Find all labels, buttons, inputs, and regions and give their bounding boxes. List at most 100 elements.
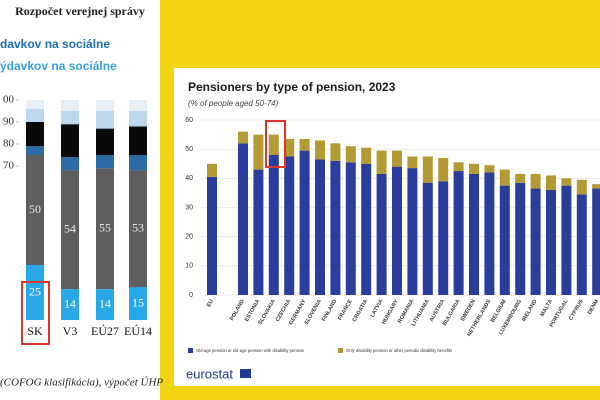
bar-segment (61, 100, 79, 111)
bar-segment (484, 172, 495, 295)
bar-segment (284, 138, 295, 157)
legend-entry: Old-age pension or old-age pension with … (196, 348, 305, 353)
bar-segment (315, 140, 325, 160)
y-tick-label: 70 (3, 160, 15, 172)
bar-segment (592, 184, 600, 189)
data-label: 25 (29, 284, 41, 298)
bar-segment (546, 190, 556, 295)
bar-segment (530, 173, 541, 189)
bar-segment (361, 163, 372, 295)
bar-segment (129, 126, 147, 155)
data-label: 14 (64, 296, 76, 310)
source-logo: eurostat (186, 366, 233, 381)
bar-segment (592, 188, 600, 295)
data-label: 15 (132, 295, 144, 309)
legend-entry: davkov na sociálne (0, 37, 110, 51)
legend-entry: Only disability pension or other periodi… (346, 348, 452, 353)
chart-title: Rozpočet verejnej správy (15, 4, 145, 18)
data-label: 55 (99, 220, 111, 234)
bar-segment (561, 178, 572, 186)
bar-segment (315, 159, 325, 295)
bar-segment (268, 155, 279, 295)
x-tick-label: SK (27, 324, 43, 338)
bar-segment (96, 168, 114, 290)
bar-segment (469, 173, 479, 295)
y-tick-label: 50 (185, 146, 193, 153)
bar-segment (129, 155, 147, 171)
bar-segment (438, 157, 449, 182)
y-tick-label: 30 (185, 204, 193, 211)
y-tick-label: 80 (3, 138, 15, 150)
bar-segment (268, 134, 279, 155)
bar-segment (376, 150, 387, 174)
x-tick-label: EÚ14 (124, 324, 152, 338)
bar-segment (129, 100, 147, 111)
data-label: 53 (132, 220, 144, 234)
bar-segment (330, 160, 341, 295)
bar-segment (238, 143, 248, 295)
bar-segment (284, 156, 295, 295)
bar-segment (26, 108, 44, 122)
bar-segment (407, 168, 418, 295)
bar-segment (345, 162, 356, 295)
bar-segment (515, 182, 526, 295)
y-tick-label: 90 (3, 116, 15, 128)
y-tick-label: 60 (185, 117, 193, 124)
bar-segment (422, 156, 433, 183)
highlight-frame (21, 281, 50, 345)
bar-segment (26, 146, 44, 155)
bar-segment (96, 128, 114, 155)
bar-segment (330, 143, 341, 161)
bar-segment (345, 146, 356, 163)
bar-segment (26, 100, 44, 109)
bar-segment (61, 157, 79, 171)
bar-segment (499, 169, 510, 186)
bar-segment (26, 155, 44, 265)
logo-flag (240, 369, 251, 378)
bar-segment (299, 150, 310, 295)
bar-segment (515, 173, 526, 183)
bar-segment (576, 194, 587, 295)
bar-segment (299, 138, 310, 151)
chart-title: Pensioners by type of pension, 2023 (188, 80, 396, 94)
bar-segment (438, 181, 449, 295)
bar-segment (238, 131, 248, 144)
note: (COFOG klasifikácia), výpočet ÚHP (0, 377, 163, 389)
legend-swatch (188, 348, 193, 353)
bar-segment (453, 171, 464, 295)
bar-segment (376, 173, 387, 295)
legend-swatch (338, 348, 343, 353)
y-tick-label: 10 (185, 263, 193, 270)
bar-segment (26, 265, 44, 320)
bar-segment (361, 147, 372, 164)
bar-segment (96, 155, 114, 169)
bar-segment (484, 165, 495, 173)
chart-subtitle: (% of people aged 50-74) (188, 99, 279, 108)
bar-segment (129, 287, 147, 320)
data-label: 50 (29, 202, 41, 216)
bar-segment (96, 100, 114, 111)
bar-segment (576, 179, 587, 195)
bar-segment (392, 166, 402, 295)
bar-segment (453, 162, 464, 172)
bar-segment (207, 176, 217, 295)
x-tick-label: EU (206, 299, 215, 309)
bar-segment (530, 188, 541, 295)
y-tick-label: 40 (185, 175, 193, 182)
bar-segment (129, 111, 147, 127)
data-label: 54 (64, 222, 76, 236)
y-tick-label: 00 (3, 94, 15, 106)
legend-entry: ýdavkov na sociálne (0, 59, 117, 73)
bar-segment (26, 122, 44, 147)
bar-segment (253, 169, 264, 295)
x-tick-label: V3 (63, 324, 78, 338)
bar-segment (392, 150, 402, 167)
bar-segment (61, 124, 79, 158)
y-tick-label: 0 (189, 292, 193, 299)
bar-segment (561, 185, 572, 295)
bar-segment (96, 111, 114, 129)
bar-segment (499, 185, 510, 295)
highlight-frame (265, 120, 286, 168)
